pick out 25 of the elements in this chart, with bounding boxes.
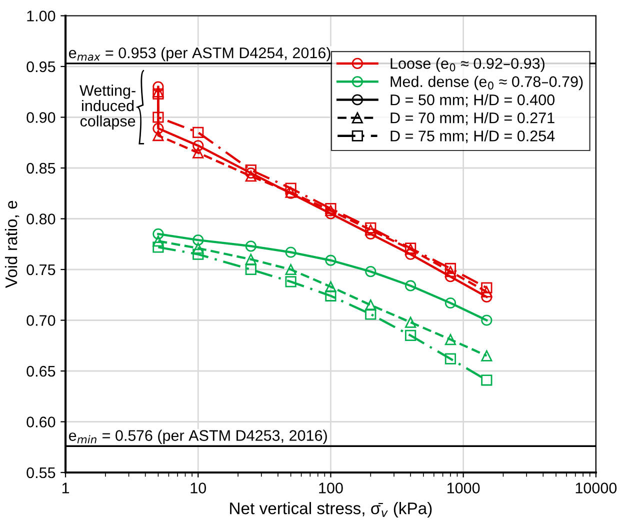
x-tick-label: 10 — [190, 482, 206, 494]
x-tick-label: 100 — [319, 482, 343, 494]
y-tick-label: 0.60 — [26, 416, 56, 428]
x-axis-title: Net vertical stress, σ̄$_{v}$ (kPa) — [230, 502, 432, 518]
legend-label: Loose (e$_{0}$ ≈ 0.92–0.93) — [390, 58, 544, 72]
ref-line-label: e$_{max}$ = 0.953 (per ASTM D4254, 2016) — [68, 47, 330, 62]
y-axis-title: Void ratio, e — [4, 200, 20, 288]
y-tick-label: 0.70 — [26, 315, 56, 326]
x-tick-label: 10000 — [576, 482, 617, 494]
legend-label: Med. dense (e$_{0}$ ≈ 0.78–0.79) — [390, 76, 583, 90]
x-tick-label: 1 — [62, 482, 70, 494]
y-tick-label: 0.55 — [26, 467, 56, 478]
legend-label: D = 50 mm; H/D = 0.400 — [390, 94, 554, 108]
y-tick-label: 1.00 — [27, 10, 56, 22]
y-tick-label: 0.75 — [26, 264, 56, 276]
ref-line-label: e$_{min}$ = 0.576 (per ASTM D4253, 2016) — [68, 430, 327, 444]
y-tick-label: 0.65 — [26, 366, 56, 377]
annotation: Wetting- induced collapse — [80, 84, 136, 130]
y-tick-label: 0.85 — [26, 162, 56, 174]
y-tick-label: 0.80 — [26, 214, 56, 224]
legend-label: D = 75 mm; H/D = 0.254 — [390, 130, 555, 144]
legend-label: D = 70 mm; H/D = 0.271 — [390, 112, 554, 126]
y-tick-label: 0.95 — [26, 61, 56, 72]
x-tick-label: 1000 — [447, 482, 480, 494]
y-tick-label: 0.90 — [26, 112, 56, 123]
